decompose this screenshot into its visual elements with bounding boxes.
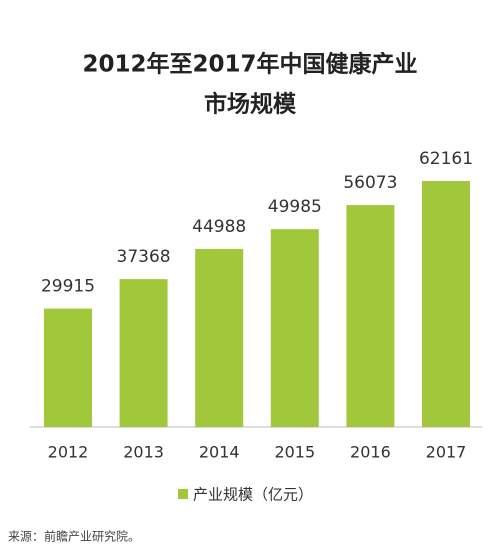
x-tick-label: 2013 (123, 443, 164, 462)
source-note: 来源：前瞻产业研究院。 (8, 529, 140, 544)
x-tick-label: 2012 (48, 443, 89, 462)
x-tick-label: 2015 (274, 443, 315, 462)
x-tick-label: 2017 (426, 443, 467, 462)
legend-swatch (178, 489, 188, 499)
value-label: 49985 (268, 197, 322, 217)
value-label: 37368 (117, 247, 171, 267)
bar (422, 181, 470, 427)
bar (195, 248, 244, 427)
bar (270, 229, 319, 427)
legend-label: 产业规模（亿元） (193, 486, 313, 504)
bar (119, 279, 168, 427)
value-label: 44988 (192, 217, 246, 237)
x-tick-label: 2016 (350, 443, 391, 462)
x-tick-label: 2014 (199, 443, 240, 462)
bar (44, 308, 92, 427)
value-label: 56073 (343, 173, 397, 193)
value-label: 29915 (41, 277, 95, 297)
bar (346, 205, 395, 427)
value-label: 62161 (419, 149, 473, 169)
chart-title: 2012年至2017年中国健康产业 (82, 51, 417, 78)
chart-title: 市场规模 (204, 91, 297, 118)
